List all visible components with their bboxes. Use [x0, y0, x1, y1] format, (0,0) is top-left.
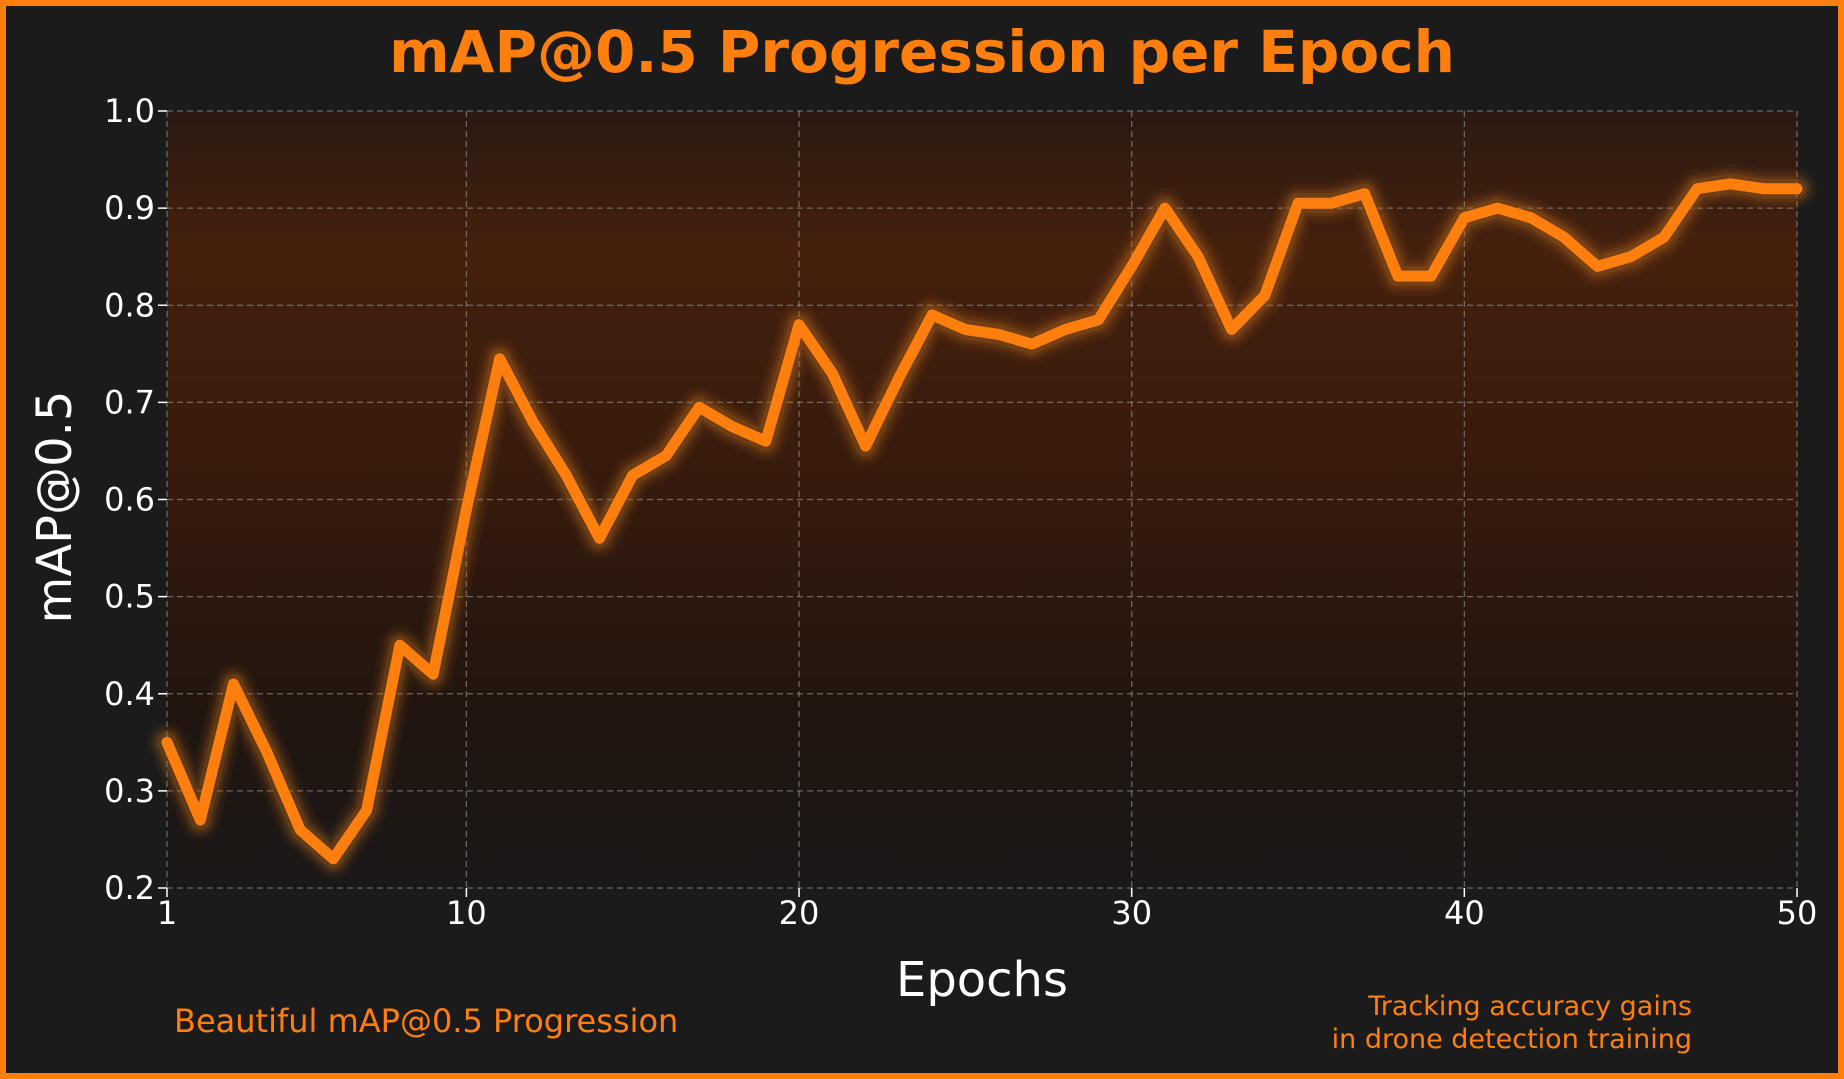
data-point	[1129, 264, 1134, 269]
data-point	[1196, 254, 1201, 259]
data-point	[1029, 342, 1034, 347]
data-point	[1362, 191, 1367, 196]
data-point	[564, 473, 569, 478]
data-point	[464, 507, 469, 512]
data-point	[264, 750, 269, 755]
x-tick-label: 1	[157, 894, 177, 932]
y-tick-label: 1.0	[104, 92, 155, 130]
x-tick-label: 50	[1777, 894, 1818, 932]
data-point	[1162, 206, 1167, 211]
x-tick-label: 20	[779, 894, 820, 932]
x-tick-label: 40	[1444, 894, 1485, 932]
data-point	[1063, 327, 1068, 332]
data-point	[963, 327, 968, 332]
y-tick-label: 0.8	[104, 286, 155, 324]
y-tick-label: 0.3	[104, 772, 155, 810]
data-point	[1528, 215, 1533, 220]
chart-title: mAP@0.5 Progression per Epoch	[389, 18, 1455, 86]
y-tick-label: 0.4	[104, 675, 155, 713]
data-point	[1695, 186, 1700, 191]
x-tick-label: 30	[1111, 894, 1152, 932]
data-point	[364, 808, 369, 813]
data-point	[1795, 186, 1799, 191]
data-point	[896, 376, 901, 381]
grid	[166, 110, 1798, 889]
x-tick-label: 10	[446, 894, 487, 932]
data-point	[1661, 235, 1666, 240]
data-point	[763, 439, 768, 444]
series-layer	[147, 163, 1817, 879]
data-point	[165, 740, 169, 745]
data-point	[730, 424, 735, 429]
data-point	[231, 682, 236, 687]
data-point	[198, 818, 203, 823]
data-point	[298, 827, 303, 832]
data-point	[497, 356, 502, 361]
data-point	[797, 322, 802, 327]
data-point	[431, 672, 436, 677]
y-tick-label: 0.5	[104, 578, 155, 616]
data-point	[1229, 327, 1234, 332]
axes: 0.2 0.3 0.4 0.5 0.6 0.7 0.8 0.9 1.0 1 10 20 30 40 50	[104, 92, 1817, 932]
data-point	[1495, 206, 1500, 211]
data-point	[331, 856, 336, 861]
data-point	[830, 371, 835, 376]
y-axis-label: mAP@0.5	[27, 390, 83, 624]
data-point	[1462, 215, 1467, 220]
x-axis-label: Epochs	[896, 952, 1068, 1008]
data-point	[1761, 186, 1766, 191]
data-point	[1296, 201, 1301, 206]
data-point	[1096, 317, 1101, 322]
data-point	[1329, 201, 1334, 206]
data-point	[863, 444, 868, 449]
data-point	[1628, 254, 1633, 259]
data-point	[1262, 293, 1267, 298]
data-point	[1395, 274, 1400, 279]
annotation-right-line2: in drone detection training	[1331, 1024, 1692, 1055]
data-point	[597, 536, 602, 541]
y-tick-label: 0.9	[104, 189, 155, 227]
data-point	[530, 419, 535, 424]
annotation-left: Beautiful mAP@0.5 Progression	[174, 1002, 679, 1040]
y-tick-label: 0.6	[104, 481, 155, 519]
data-point	[1595, 264, 1600, 269]
data-point	[930, 312, 935, 317]
y-tick-label: 0.2	[104, 869, 155, 907]
series-line	[161, 178, 1803, 865]
data-point	[1562, 235, 1567, 240]
data-point	[1429, 274, 1434, 279]
data-point	[630, 473, 635, 478]
data-point	[397, 643, 402, 648]
annotation-right-line1: Tracking accuracy gains	[1368, 991, 1692, 1022]
data-point	[996, 332, 1001, 337]
data-point	[697, 405, 702, 410]
data-point	[663, 453, 668, 458]
data-point	[1728, 181, 1733, 186]
y-tick-label: 0.7	[104, 383, 155, 421]
annotation-right: Tracking accuracy gains in drone detecti…	[1332, 990, 1692, 1056]
